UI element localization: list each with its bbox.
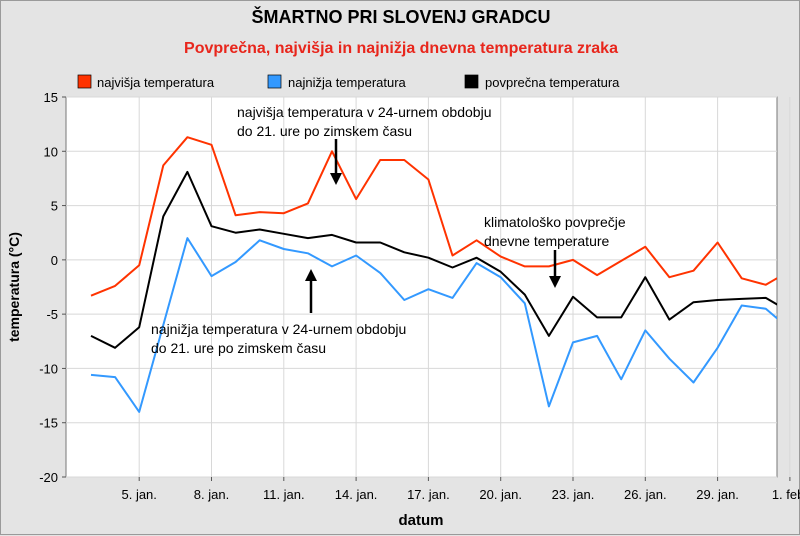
legend-label-max: najvišja temperatura — [97, 75, 215, 90]
y-tick-label: 15 — [44, 90, 58, 105]
x-tick-label: 8. jan. — [194, 487, 229, 502]
series-line-max — [90, 136, 777, 297]
legend-swatch-max — [77, 74, 92, 89]
series-line-min — [90, 237, 777, 413]
legend: najvišja temperatura najnižja temperatur… — [77, 74, 620, 90]
annotation-text: do 21. ure po zimskem času — [151, 340, 326, 356]
annotation-text: najnižja temperatura v 24-urnem obdobju — [151, 321, 406, 337]
x-tick-label: 14. jan. — [335, 487, 378, 502]
y-tick-label: -15 — [39, 416, 58, 431]
legend-label-avg: povprečna temperatura — [485, 75, 620, 90]
y-axis: 15 10 5 0 -5 -10 -15 -20 — [39, 90, 66, 485]
annotation-arrow-head — [330, 173, 342, 185]
x-tick-label: 5. jan. — [121, 487, 156, 502]
annotation-text: najvišja temperatura v 24-urnem obdobju — [237, 104, 491, 120]
plot-area — [65, 96, 778, 478]
x-tick-label: 17. jan. — [407, 487, 450, 502]
series-line-avg — [90, 170, 777, 349]
chart-title: ŠMARTNO PRI SLOVENJ GRADCU — [251, 6, 550, 27]
legend-swatch-avg — [464, 74, 479, 89]
chart-subtitle: Povprečna, najvišja in najnižja dnevna t… — [184, 40, 618, 57]
y-tick-label: -10 — [39, 361, 58, 376]
annotation-arrow-head — [549, 276, 561, 288]
x-tick-label: 1. feb. — [772, 487, 800, 502]
y-axis-label: temperatura (°C) — [6, 232, 22, 342]
x-tick-label: 26. jan. — [624, 487, 667, 502]
annotation-text: klimatološko povprečje — [484, 214, 626, 230]
y-tick-label: 0 — [51, 253, 58, 268]
x-axis: 5. jan. 8. jan. 11. jan. 14. jan. 17. jan. 20… — [121, 477, 800, 502]
annotations: najvišja temperatura v 24-urnem obdobju d… — [151, 104, 626, 356]
x-tick-label: 20. jan. — [479, 487, 522, 502]
annotation-arrow-head — [305, 269, 317, 281]
legend-label-min: najnižja temperatura — [288, 75, 407, 90]
y-tick-label: 5 — [51, 199, 58, 214]
y-tick-label: -5 — [46, 307, 58, 322]
legend-swatch-min — [267, 74, 282, 89]
y-tick-label: -20 — [39, 470, 58, 485]
x-tick-label: 23. jan. — [552, 487, 595, 502]
series-lines — [90, 136, 777, 413]
annotation-text: dnevne temperature — [484, 233, 610, 249]
grid — [66, 96, 791, 478]
annotation-text: do 21. ure po zimskem času — [237, 123, 412, 139]
y-tick-label: 10 — [44, 144, 58, 159]
x-tick-label: 29. jan. — [696, 487, 739, 502]
x-axis-label: datum — [399, 512, 444, 529]
x-tick-label: 11. jan. — [263, 487, 305, 502]
